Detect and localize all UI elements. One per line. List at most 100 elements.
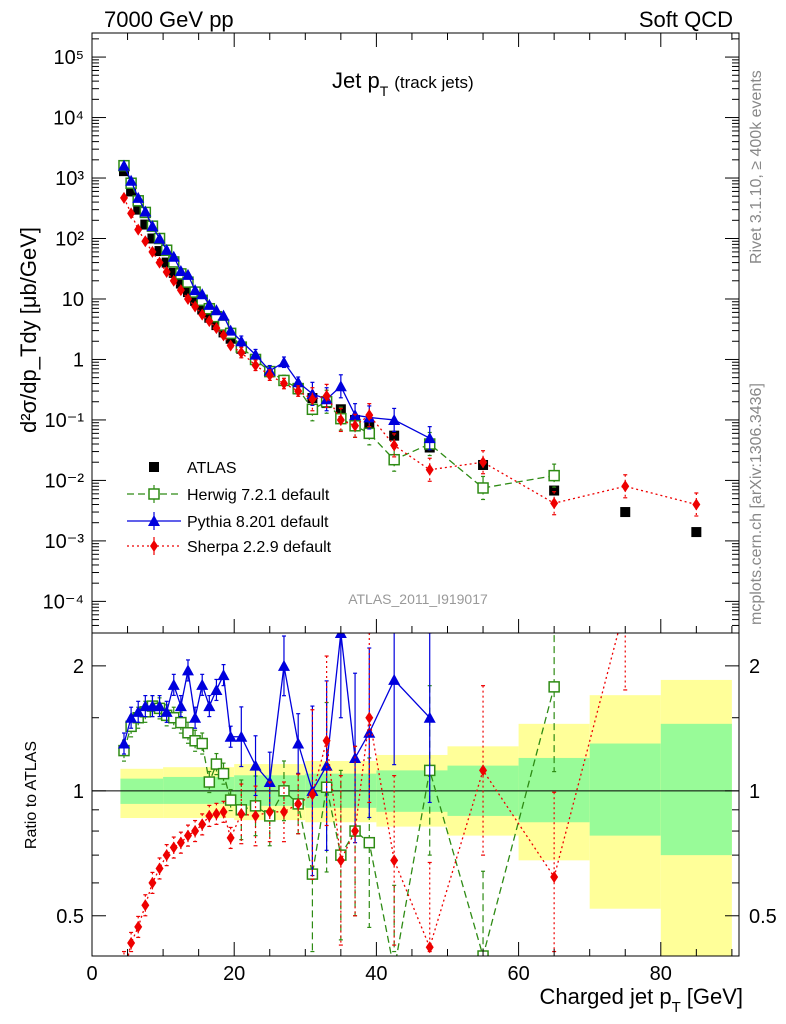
pythia-ratio-point	[292, 737, 305, 749]
sherpa-point	[692, 498, 701, 511]
atlas-point	[147, 233, 158, 244]
sherpa-point	[226, 339, 235, 352]
legend-label: Herwig 7.2.1 default	[187, 487, 330, 504]
pythia-ratio-point	[235, 730, 248, 742]
sherpa-point	[134, 223, 143, 236]
atlas-point	[140, 219, 151, 230]
pythia-point	[125, 174, 138, 186]
main-y-tick-label: 10²	[55, 229, 84, 251]
sherpa-point	[183, 292, 192, 305]
sherpa-point	[308, 393, 317, 406]
sherpa-ratio-point	[219, 805, 228, 818]
sherpa-point	[251, 359, 260, 372]
pythia-ratio-point	[217, 669, 230, 681]
sherpa-ratio-point	[336, 854, 345, 867]
x-tick-label: 20	[223, 963, 245, 985]
pythia-ratio-point	[125, 711, 138, 723]
atlas-point	[691, 527, 702, 538]
sherpa-ratio-point	[155, 862, 164, 875]
sherpa-point	[351, 419, 360, 432]
sherpa-point	[265, 369, 274, 382]
pythia-ratio-point	[153, 700, 166, 712]
legend-marker	[150, 540, 158, 552]
sherpa-point	[550, 497, 559, 510]
pythia-ratio-point	[249, 759, 262, 771]
ratio-band-stat	[589, 743, 661, 836]
ratio-frame	[91, 632, 740, 957]
herwig-ratio-point	[224, 794, 237, 806]
sherpa-point	[212, 322, 221, 335]
pythia-point	[203, 298, 216, 310]
sherpa-ratio-point	[212, 807, 221, 820]
pythia-ratio-point	[224, 730, 237, 742]
herwig-ratio-point	[363, 836, 376, 849]
sherpa-ratio-point	[390, 854, 399, 867]
atlas-point	[549, 485, 560, 496]
pythia-point	[210, 304, 223, 316]
herwig-ratio-point	[217, 767, 230, 780]
sherpa-ratio-point	[425, 941, 434, 954]
sherpa-ratio-point	[308, 788, 317, 801]
sherpa-point	[365, 409, 374, 422]
sherpa-ratio-point	[127, 936, 136, 949]
sherpa-point	[141, 235, 150, 248]
header-right: Soft QCD	[639, 7, 733, 32]
sherpa-point	[390, 439, 399, 452]
pythia-point	[189, 284, 202, 296]
sherpa-ratio-point	[279, 805, 288, 818]
header-left: 7000 GeV pp	[104, 7, 234, 32]
sherpa-ratio-point	[351, 825, 360, 838]
sherpa-point	[294, 385, 303, 398]
pythia-point	[217, 309, 230, 321]
sherpa-ratio-point	[141, 899, 150, 912]
sherpa-point	[479, 456, 488, 469]
pythia-point	[388, 413, 401, 425]
main-panel	[117, 159, 702, 538]
legend-item-sherpa: Sherpa 2.2.9 default	[127, 537, 332, 556]
series-atlas	[118, 166, 702, 538]
series-sherpa	[119, 191, 701, 517]
legend-marker	[148, 488, 160, 500]
sherpa-point	[198, 308, 207, 321]
pythia-ratio-point	[277, 659, 290, 671]
legend-item-pythia: Pythia 8.201 default	[127, 512, 329, 531]
sherpa-ratio-point	[191, 825, 200, 838]
herwig-point	[477, 482, 489, 494]
pythia-point	[334, 380, 347, 392]
herwig-ratio-point	[175, 716, 187, 729]
sherpa-point	[621, 480, 630, 493]
pythia-point	[292, 376, 305, 388]
main-y-tick-label: 10⁴	[53, 108, 84, 130]
pythia-ratio-point	[388, 673, 401, 685]
sherpa-ratio-point	[120, 969, 128, 981]
atlas-point	[126, 186, 137, 197]
sherpa-ratio-point	[198, 818, 207, 831]
x-tick-label: 40	[365, 963, 387, 985]
pythia-point	[132, 191, 145, 203]
legend: ATLAS Herwig 7.2.1 default Pythia 8.201 de…	[127, 460, 332, 556]
sherpa-ratio-point	[169, 841, 178, 854]
rivet-version-label: Rivet 3.1.10, ≥ 400k events	[748, 70, 765, 264]
main-y-tick-label: 10	[62, 289, 84, 311]
pythia-line	[123, 165, 431, 439]
main-y-tick-label: 10⁻¹	[45, 410, 85, 432]
pythia-ratio-point	[203, 700, 216, 712]
herwig-point	[548, 469, 560, 482]
legend-label: ATLAS	[187, 460, 237, 477]
x-tick-label: 80	[650, 963, 672, 985]
sherpa-ratio-point	[183, 829, 192, 842]
pythia-point	[160, 243, 173, 255]
pythia-ratio-point	[320, 759, 333, 771]
ratio-y-tick-label: 1	[73, 781, 84, 803]
pythia-ratio-line	[123, 633, 431, 793]
herwig-ratio-point	[278, 785, 290, 797]
pythia-ratio-point	[189, 711, 202, 723]
sherpa-ratio-point	[237, 807, 246, 820]
series-herwig	[118, 159, 560, 501]
pythia-point	[139, 205, 152, 217]
sherpa-point	[155, 256, 164, 269]
chart-title: Jet pT (track jets)	[332, 68, 474, 99]
sherpa-point	[127, 207, 136, 220]
pythia-ratio-point	[174, 700, 187, 712]
